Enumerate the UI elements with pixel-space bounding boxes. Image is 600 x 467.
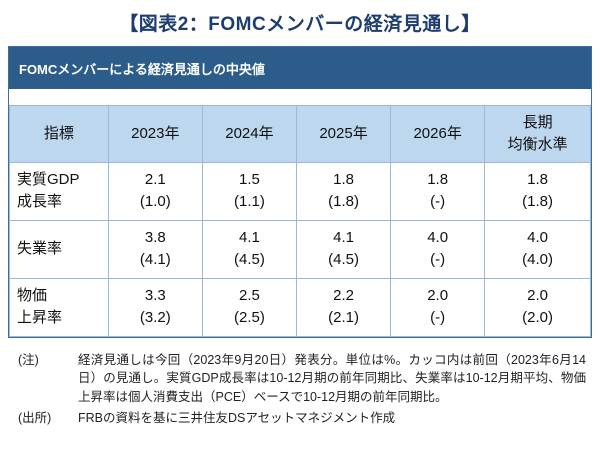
table-cell: 3.3 (3.2) [107,277,203,337]
note-text: 経済見通しは今回（2023年9月20日）発表分。単位は%。カッコ内は前回（202… [78,352,586,405]
source-row: (出所) FRBの資料を基に三井住友DSアセットマネジメント作成 [18,409,586,428]
table-row-gdp: 実質GDP 成長率 2.1 (1.0) 1.5 (1.1) 1.8 (1.8) … [9,161,591,221]
source-label: (出所) [18,410,52,425]
table-cell: 2.2 (2.1) [295,277,392,337]
table-row-unemployment: 失業率 3.8 (4.1) 4.1 (4.5) 4.1 (4.5) 4.0 (-… [9,219,591,279]
table-cell: 1.8 (1.8) [484,161,591,221]
footnotes: (注) 経済見通しは今回（2023年9月20日）発表分。単位は%。カッコ内は前回… [18,351,586,428]
table-cell: 2.5 (2.5) [201,277,297,337]
column-header-indicator: 指標 [9,105,109,163]
table-cell: 4.0 (4.0) [484,219,591,279]
table-cell: 1.5 (1.1) [201,161,297,221]
table-cell: 1.8 (-) [390,161,486,221]
caption-table-spacer [9,89,591,105]
fomc-figure: FOMCメンバーによる経済見通しの中央値 指標 2023年 2024年 2025… [8,46,592,338]
row-label-unemployment: 失業率 [9,219,109,279]
fomc-table: 指標 2023年 2024年 2025年 2026年 長期 均衡水準 実質GDP… [9,105,591,337]
column-header-2025: 2025年 [295,105,392,163]
column-header-longrun: 長期 均衡水準 [484,105,591,163]
row-label-gdp: 実質GDP 成長率 [9,161,109,221]
table-cell: 2.0 (2.0) [484,277,591,337]
table-cell: 4.0 (-) [390,219,486,279]
table-row-inflation: 物価 上昇率 3.3 (3.2) 2.5 (2.5) 2.2 (2.1) 2.0… [9,277,591,337]
table-header-row: 指標 2023年 2024年 2025年 2026年 長期 均衡水準 [9,105,591,163]
table-cell: 4.1 (4.5) [201,219,297,279]
table-cell: 2.1 (1.0) [107,161,203,221]
table-cell: 3.8 (4.1) [107,219,203,279]
table-cell: 4.1 (4.5) [295,219,392,279]
row-label-inflation: 物価 上昇率 [9,277,109,337]
source-text: FRBの資料を基に三井住友DSアセットマネジメント作成 [78,410,396,425]
table-caption: FOMCメンバーによる経済見通しの中央値 [9,47,591,89]
table-cell: 1.8 (1.8) [295,161,392,221]
column-header-2023: 2023年 [107,105,203,163]
note-row: (注) 経済見通しは今回（2023年9月20日）発表分。単位は%。カッコ内は前回… [18,351,586,407]
table-cell: 2.0 (-) [390,277,486,337]
page-title: 【図表2：FOMCメンバーの経済見通し】 [119,14,481,35]
note-label: (注) [18,352,39,367]
column-header-2026: 2026年 [390,105,486,163]
column-header-2024: 2024年 [201,105,297,163]
